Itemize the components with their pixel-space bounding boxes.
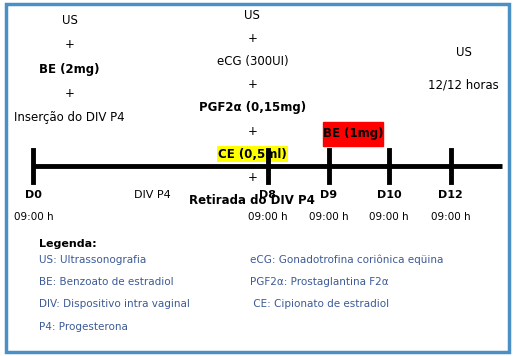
Text: CE (0,5ml): CE (0,5ml) [218, 148, 287, 161]
Text: Retirada do DIV P4: Retirada do DIV P4 [190, 194, 315, 207]
Text: +: + [247, 78, 258, 91]
Text: US: Ultrassonografia: US: Ultrassonografia [39, 255, 146, 265]
Text: 09:00 h: 09:00 h [14, 212, 53, 222]
Text: BE: Benzoato de estradiol: BE: Benzoato de estradiol [39, 277, 173, 287]
Text: 09:00 h: 09:00 h [369, 212, 408, 222]
Text: D12: D12 [438, 190, 463, 200]
Text: 09:00 h: 09:00 h [431, 212, 470, 222]
Text: +: + [64, 38, 75, 52]
Text: PGF2α: Prostaglantina F2α: PGF2α: Prostaglantina F2α [250, 277, 388, 287]
Text: BE (1mg): BE (1mg) [323, 127, 383, 140]
Text: DIV: Dispositivo intra vaginal: DIV: Dispositivo intra vaginal [39, 299, 190, 309]
Text: PGF2α (0,15mg): PGF2α (0,15mg) [199, 101, 306, 115]
Text: D0: D0 [25, 190, 42, 200]
Text: Inserção do DIV P4: Inserção do DIV P4 [14, 111, 125, 124]
Text: eCG: Gonadotrofina coriônica eqüina: eCG: Gonadotrofina coriônica eqüina [250, 255, 443, 265]
Text: US: US [245, 9, 260, 22]
Text: +: + [247, 32, 258, 45]
Text: +: + [247, 125, 258, 138]
Text: D9: D9 [320, 190, 337, 200]
Text: eCG (300UI): eCG (300UI) [216, 55, 288, 68]
Bar [323, 122, 383, 146]
Text: CE: Cipionato de estradiol: CE: Cipionato de estradiol [250, 299, 389, 309]
Text: D10: D10 [376, 190, 401, 200]
Text: 09:00 h: 09:00 h [248, 212, 287, 222]
Text: Legenda:: Legenda: [39, 239, 96, 248]
Text: BE (2mg): BE (2mg) [39, 63, 100, 76]
Text: +: + [247, 171, 258, 184]
Text: 12/12 horas: 12/12 horas [428, 78, 499, 91]
Text: P4: Progesterona: P4: Progesterona [39, 322, 128, 332]
Text: 09:00 h: 09:00 h [309, 212, 348, 222]
Text: US: US [62, 14, 77, 27]
Text: D8: D8 [259, 190, 277, 200]
Text: DIV P4: DIV P4 [133, 190, 170, 200]
Text: US: US [456, 46, 471, 59]
Text: +: + [64, 87, 75, 100]
